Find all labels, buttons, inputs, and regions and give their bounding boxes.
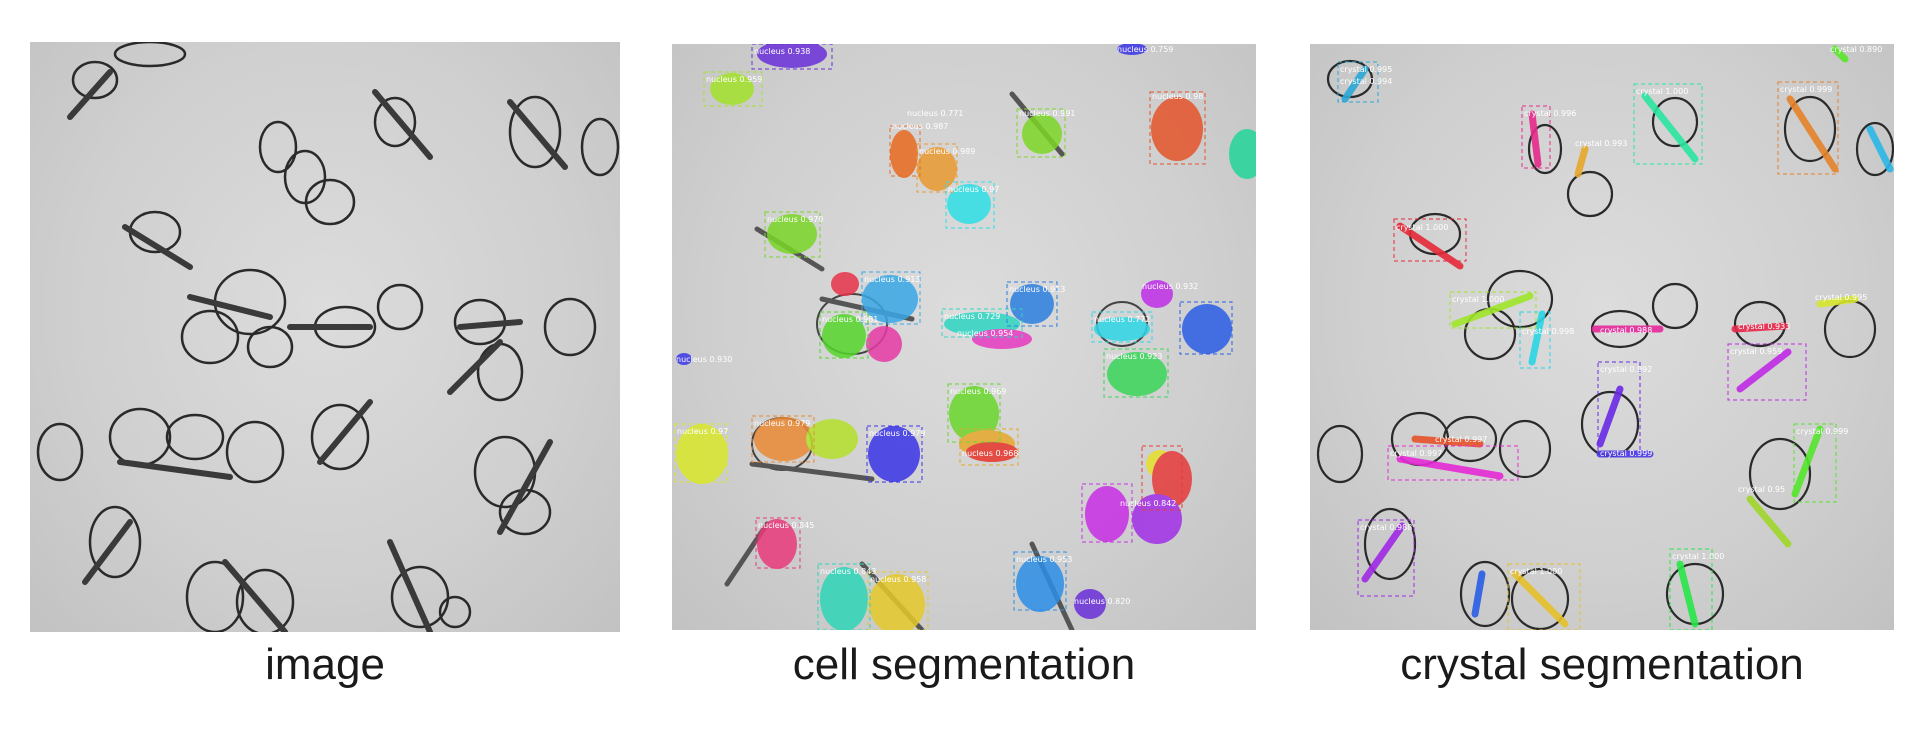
cell-label: nucleus 0.845 [758,521,814,530]
cell-label: nucleus 0.958 [870,575,926,584]
cell-label: nucleus 0.759 [1117,45,1173,54]
crystal-label: crystal 0.999 [1600,449,1652,458]
cell-label: nucleus 0.932 [1142,282,1198,291]
cell-label: nucleus 0.842 [1120,499,1176,508]
cell-label: nucleus 0.981 [822,315,878,324]
cell-label: nucleus 0.97 [948,185,999,194]
cell-segmentation-drawing: nucleus 0.938 nucleus 0.959 nucleus 0.77… [674,44,1256,630]
crystal-label: crystal 0.998 [1522,327,1574,336]
cell-label: nucleus 0.954 [957,329,1013,338]
caption-crystal-segmentation: crystal segmentation [1400,640,1804,689]
crystal-label: crystal 1.000 [1672,552,1724,561]
crystal-label: crystal 0.988 [1600,326,1652,335]
cell-label: nucleus 0.968 [962,449,1018,458]
crystal-label: crystal 1.000 [1396,223,1448,232]
crystal-label: crystal 1.000 [1636,87,1688,96]
cell-label: nucleus 0.987 [892,122,948,131]
caption-image: image [265,640,385,689]
cell-label: nucleus 0.953 [1016,555,1072,564]
crystal-label: crystal 0.995 [1815,293,1867,302]
cell-label: nucleus 0.979 [754,419,810,428]
crystal-label: crystal 0.993 [1575,139,1627,148]
cell-label: nucleus 0.772 [1094,315,1150,324]
cell-label: nucleus 0.923 [1106,352,1162,361]
crystal-label: crystal 0.999 [1796,427,1848,436]
cell-label: nucleus 0.729 [944,312,1000,321]
cell-label: nucleus 0.771 [907,109,963,118]
crystal-label: crystal 0.994 [1340,77,1392,86]
cell-segmentation-image: nucleus 0.938 nucleus 0.959 nucleus 0.77… [672,44,1256,630]
crystal-label: crystal 0.995 [1340,65,1392,74]
cell-label: nucleus 0.969 [950,387,1006,396]
cell-label: nucleus 0.959 [706,75,762,84]
crystal-label: crystal 1.000 [1452,295,1504,304]
crystal-label: crystal 0.959 [1730,347,1782,356]
crystal-label: crystal 1.000 [1510,567,1562,576]
raw-microscopy-image [30,42,620,632]
crystal-label: crystal 0.999 [1780,85,1832,94]
cell-label: nucleus 0.930 [676,355,732,364]
cell-label: nucleus 0.970 [767,215,823,224]
crystal-segmentation-image: crystal 0.995 crystal 0.994 crystal 1.00… [1310,44,1894,630]
cell-label: nucleus 0.98 [1152,92,1203,101]
cell-label: nucleus 0.989 [919,147,975,156]
raw-image-drawing [36,42,620,632]
crystal-label: crystal 0.95 [1738,485,1785,494]
crystal-label: crystal 0.992 [1600,365,1652,374]
cell-label: nucleus 0.913 [864,275,920,284]
crystal-label: crystal 0.933 [1738,322,1790,331]
cell-label: nucleus 0.913 [1009,285,1065,294]
cell-label: nucleus 0.97 [677,427,728,436]
cell-label: nucleus 0.991 [1019,109,1075,118]
cell-label: nucleus 0.843 [820,567,876,576]
cell-label: nucleus 0.979 [869,429,925,438]
cell-label: nucleus 0.938 [754,47,810,56]
crystal-label: crystal 0.997 [1390,449,1442,458]
cell-label: nucleus 0.820 [1074,597,1130,606]
crystal-label: crystal 0.890 [1830,45,1882,54]
caption-cell-segmentation: cell segmentation [792,640,1136,689]
crystal-label: crystal 0.988 [1360,523,1412,532]
crystal-segmentation-drawing: crystal 0.995 crystal 0.994 crystal 1.00… [1316,45,1894,630]
crystal-label: crystal 0.997 [1435,435,1487,444]
crystal-label: crystal 0.996 [1524,109,1576,118]
